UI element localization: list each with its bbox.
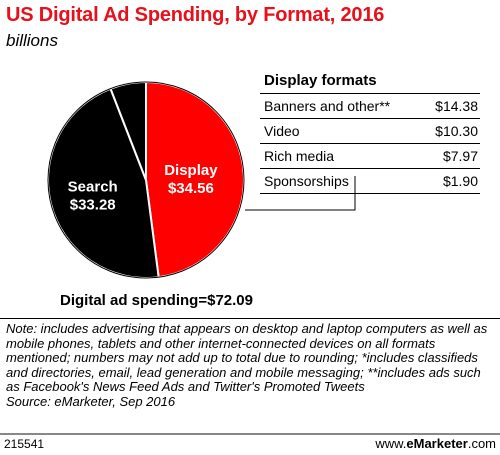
- display-format-row-bannersandother: Banners and other** $14.38: [260, 93, 480, 118]
- pie-label-display: Display: [164, 162, 218, 179]
- pie-outline: [47, 81, 245, 279]
- pie-label-other: Other*: [160, 107, 206, 124]
- pie-value-display: $34.56: [168, 180, 214, 197]
- note-divider: [0, 318, 500, 319]
- display-format-row-richmedia: Rich media $7.97: [260, 143, 480, 168]
- pie-labels: Display$34.56 Search$33.28 Other*$4.25: [68, 107, 219, 214]
- footer-divider: [0, 433, 500, 435]
- display-format-label: Sponsorships: [264, 173, 349, 189]
- chart-note: Note: includes advertising that appears …: [6, 321, 496, 409]
- display-format-label: Rich media: [264, 148, 335, 164]
- chart-id: 215541: [4, 437, 45, 451]
- display-format-row-sponsorships: Sponsorships $1.90: [260, 168, 480, 194]
- site-prefix: www.: [375, 436, 407, 451]
- site-suffix: .com: [467, 436, 496, 451]
- site-brand: eMarketer: [406, 436, 468, 451]
- display-format-value: $14.38: [435, 98, 478, 114]
- note-text: Note: includes advertising that appears …: [6, 321, 488, 394]
- display-format-value: $7.97: [442, 148, 478, 164]
- pie-value-search: $33.28: [70, 197, 116, 214]
- pie-chart: Display$34.56 Search$33.28 Other*$4.25: [47, 80, 356, 279]
- display-format-row-video: Video $10.30: [260, 118, 480, 143]
- source-text: Source: eMarketer, Sep 2016: [6, 393, 176, 409]
- site-credit: www.eMarketer.com: [375, 436, 496, 451]
- display-format-label: Video: [264, 123, 300, 139]
- pie-value-other: $4.25: [164, 125, 202, 142]
- display-format-value: $1.90: [442, 173, 478, 189]
- chart-subtitle: billions: [6, 31, 58, 50]
- total-label: Digital ad spending=$72.09: [60, 292, 253, 309]
- breakdown-connector-line: [245, 176, 356, 211]
- display-formats-table: Display formats Banners and other** $14.3…: [260, 68, 480, 194]
- chart-title: US Digital Ad Spending, by Format, 2016: [6, 4, 385, 26]
- pie-slices: [47, 80, 245, 279]
- display-format-label: Banners and other**: [264, 98, 391, 114]
- display-format-value: $10.30: [435, 123, 478, 139]
- display-formats-title: Display formats: [264, 72, 377, 89]
- pie-label-search: Search: [68, 179, 118, 196]
- display-formats-rows: Banners and other** $14.38 Video $10.30 Rich…: [260, 93, 480, 194]
